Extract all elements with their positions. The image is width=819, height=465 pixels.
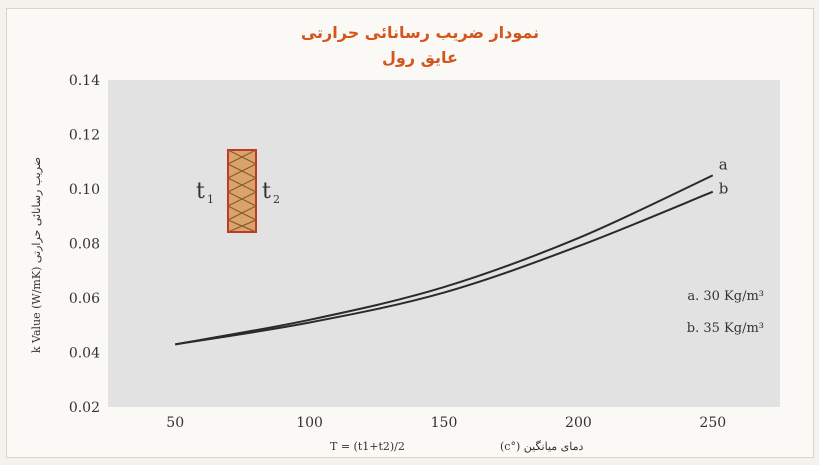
y-tick-label: 0.10 bbox=[69, 182, 100, 198]
inset-t2-subscript: 2 bbox=[273, 193, 280, 206]
insulation-roll-icon bbox=[226, 149, 258, 233]
inset-t1-label: t bbox=[196, 179, 205, 204]
x-tick-label: 100 bbox=[296, 415, 323, 431]
x-tick-label: 150 bbox=[431, 415, 458, 431]
series-line-a bbox=[175, 174, 714, 346]
y-tick-label: 0.12 bbox=[69, 128, 100, 144]
x-axis-formula: T = (t1+t2)/2 bbox=[330, 440, 405, 453]
inset-t2-label: t bbox=[262, 179, 271, 204]
inset-t1-subscript: 1 bbox=[207, 193, 214, 206]
series-label-b: b bbox=[719, 180, 729, 198]
y-tick-label: 0.08 bbox=[69, 237, 100, 253]
chart-title-line-2: عایق رول bbox=[382, 48, 458, 67]
x-axis-label: دمای میانگین (°c) bbox=[500, 440, 583, 453]
y-axis-label: k Value (W/mK) ضریب رسانائی حرارتی bbox=[30, 157, 43, 353]
y-tick-label: 0.04 bbox=[69, 346, 100, 362]
y-tick-label: 0.14 bbox=[69, 73, 100, 89]
y-tick-label: 0.02 bbox=[69, 400, 100, 416]
chart-title-line-1: نمودار ضریب رسانائی حرارتی bbox=[301, 23, 539, 42]
x-tick-label: 50 bbox=[166, 415, 184, 431]
x-tick-label: 200 bbox=[565, 415, 592, 431]
plot-area bbox=[108, 80, 780, 407]
series-label-a: a bbox=[719, 155, 728, 173]
y-tick-label: 0.06 bbox=[69, 291, 100, 307]
series-line-b bbox=[175, 190, 714, 346]
legend-item-a: a. 30 Kg/m³ bbox=[687, 289, 764, 304]
x-tick-label: 250 bbox=[699, 415, 726, 431]
legend-item-b: b. 35 Kg/m³ bbox=[687, 321, 764, 336]
